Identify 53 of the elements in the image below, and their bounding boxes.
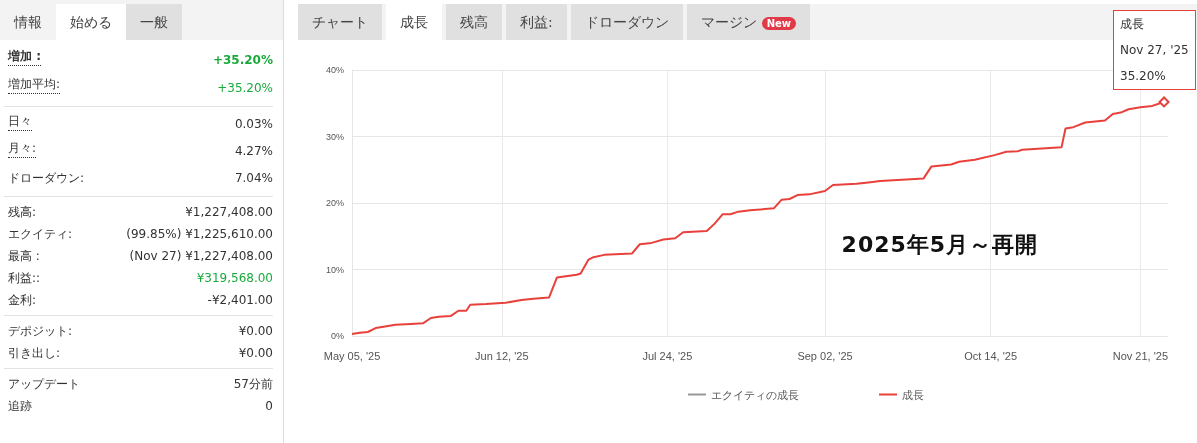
text: New	[761, 17, 797, 30]
text: 金利:	[8, 292, 37, 309]
legend-label: エクイティの成長	[711, 388, 799, 401]
annotation: 2025年5月～再開	[841, 230, 1039, 259]
text: デポジット:	[8, 323, 73, 340]
text: ¥1,227,408.00	[185, 204, 273, 221]
text: 7.04%	[234, 170, 273, 187]
x-tick-label: Jun 12, '25	[475, 349, 529, 362]
text: チャート	[298, 4, 382, 40]
text: 0	[265, 398, 273, 415]
text: 残高:	[8, 204, 37, 221]
text: 日々	[8, 113, 32, 131]
y-tick-label: 0%	[330, 331, 344, 341]
x-tick-label: May 05, '25	[323, 349, 381, 362]
text: (Nov 27) ¥1,227,408.00	[129, 248, 273, 265]
text: (99.85%) ¥1,225,610.00	[126, 226, 273, 243]
text: 増加 :	[8, 48, 41, 66]
y-tick-label: 40%	[325, 65, 344, 75]
text: 残高	[446, 4, 502, 40]
text: ¥0.00	[238, 323, 273, 340]
text: 追跡	[8, 398, 32, 415]
x-tick-label: Sep 02, '25	[797, 349, 853, 362]
text: 月々:	[8, 140, 37, 158]
text: +35.20%	[217, 80, 273, 97]
text: アップデート	[8, 376, 80, 393]
text: ¥319,568.00	[196, 270, 273, 287]
text: ¥0.00	[238, 345, 273, 362]
text: 増加平均:	[8, 76, 61, 94]
text: 情報	[12, 13, 43, 32]
text: 4.27%	[234, 143, 273, 160]
text: 0.03%	[234, 116, 273, 133]
text: 始める	[56, 4, 126, 40]
text: 利益:	[506, 4, 567, 40]
text: 57分前	[233, 376, 273, 393]
x-tick-label: Oct 14, '25	[964, 349, 1018, 362]
text: エクイティ:	[8, 226, 73, 243]
x-tick-label: Nov 21, '25	[1112, 349, 1169, 362]
annotation: 成長 Nov 27, '25 35.20%	[1113, 9, 1196, 90]
text: +35.20%	[212, 52, 273, 69]
text: -¥2,401.00	[207, 292, 273, 309]
text: ドローダウン	[570, 4, 683, 40]
text: 最高 :	[8, 248, 40, 265]
y-tick-label: 30%	[325, 131, 344, 142]
x-tick-label: Jul 24, '25	[642, 349, 693, 362]
y-tick-label: 10%	[325, 264, 344, 275]
legend-label: 成長	[902, 388, 924, 401]
text: 一般	[126, 4, 182, 40]
text: 利益::	[8, 270, 41, 287]
y-tick-label: 20%	[325, 198, 344, 208]
text: マージン	[700, 14, 757, 30]
text: 成長	[386, 4, 442, 40]
text: 引き出し:	[8, 345, 61, 362]
text: ドローダウン:	[8, 170, 85, 187]
